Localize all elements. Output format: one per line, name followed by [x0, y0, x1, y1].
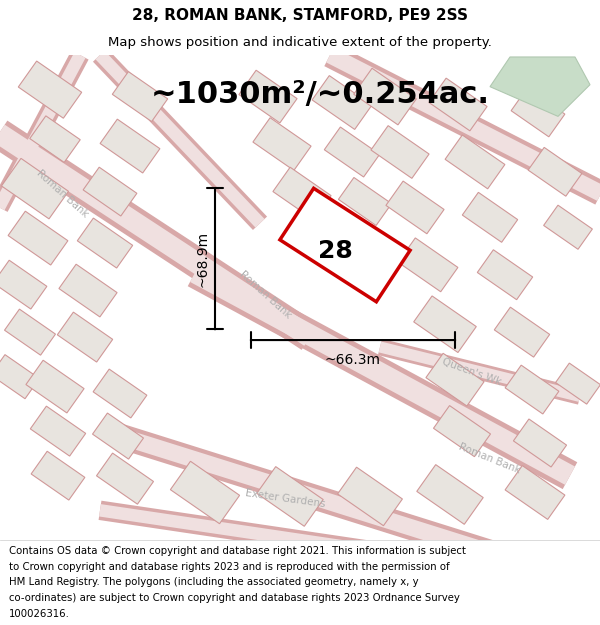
Polygon shape	[556, 363, 600, 404]
Text: Roman Bank: Roman Bank	[34, 168, 90, 219]
Polygon shape	[257, 467, 323, 526]
Polygon shape	[97, 453, 154, 504]
Text: 100026316.: 100026316.	[9, 609, 70, 619]
Polygon shape	[58, 312, 113, 362]
Polygon shape	[83, 167, 137, 216]
Text: Roman Bank: Roman Bank	[237, 269, 293, 320]
Polygon shape	[338, 177, 392, 226]
Polygon shape	[31, 451, 85, 500]
Text: ~68.9m: ~68.9m	[195, 231, 209, 287]
Polygon shape	[505, 365, 559, 414]
Polygon shape	[5, 309, 55, 355]
Polygon shape	[398, 238, 458, 292]
Polygon shape	[414, 296, 476, 352]
Polygon shape	[170, 461, 239, 524]
Text: ~66.3m: ~66.3m	[325, 353, 381, 367]
Polygon shape	[239, 70, 297, 123]
Polygon shape	[18, 61, 82, 118]
Polygon shape	[511, 88, 565, 137]
Text: Exeter Gardens: Exeter Gardens	[244, 488, 326, 509]
Text: 28: 28	[317, 239, 352, 263]
Polygon shape	[544, 205, 592, 249]
Polygon shape	[112, 72, 167, 121]
Polygon shape	[325, 127, 380, 177]
Polygon shape	[253, 118, 311, 171]
Polygon shape	[490, 57, 590, 116]
Text: Queen's Wk: Queen's Wk	[441, 356, 503, 387]
Text: to Crown copyright and database rights 2023 and is reproduced with the permissio: to Crown copyright and database rights 2…	[9, 562, 449, 572]
Polygon shape	[0, 354, 40, 399]
Polygon shape	[92, 413, 143, 459]
Polygon shape	[371, 126, 429, 178]
Polygon shape	[100, 119, 160, 173]
Polygon shape	[354, 68, 416, 125]
Polygon shape	[0, 260, 47, 309]
Polygon shape	[463, 192, 518, 242]
Polygon shape	[429, 78, 487, 131]
Polygon shape	[445, 135, 505, 189]
Text: Map shows position and indicative extent of the property.: Map shows position and indicative extent…	[108, 36, 492, 49]
Text: Contains OS data © Crown copyright and database right 2021. This information is : Contains OS data © Crown copyright and d…	[9, 546, 466, 556]
Polygon shape	[494, 307, 550, 357]
Polygon shape	[30, 116, 80, 162]
Polygon shape	[93, 369, 147, 418]
Polygon shape	[514, 419, 566, 467]
Polygon shape	[280, 188, 410, 302]
Polygon shape	[386, 181, 444, 234]
Polygon shape	[31, 406, 86, 456]
Polygon shape	[417, 464, 483, 524]
Polygon shape	[59, 264, 117, 317]
Polygon shape	[338, 467, 403, 526]
Text: co-ordinates) are subject to Crown copyright and database rights 2023 Ordnance S: co-ordinates) are subject to Crown copyr…	[9, 593, 460, 603]
Polygon shape	[478, 250, 533, 300]
Polygon shape	[433, 406, 491, 457]
Text: Roman Bank: Roman Bank	[458, 442, 522, 476]
Polygon shape	[505, 466, 565, 519]
Polygon shape	[77, 218, 133, 268]
Polygon shape	[528, 148, 582, 196]
Polygon shape	[273, 168, 331, 220]
Polygon shape	[1, 158, 68, 219]
Text: ~1030m²/~0.254ac.: ~1030m²/~0.254ac.	[151, 80, 490, 109]
Text: 28, ROMAN BANK, STAMFORD, PE9 2SS: 28, ROMAN BANK, STAMFORD, PE9 2SS	[132, 8, 468, 23]
Polygon shape	[426, 353, 484, 406]
Text: HM Land Registry. The polygons (including the associated geometry, namely x, y: HM Land Registry. The polygons (includin…	[9, 578, 419, 587]
Polygon shape	[8, 211, 68, 265]
Polygon shape	[312, 76, 372, 129]
Polygon shape	[26, 360, 84, 413]
